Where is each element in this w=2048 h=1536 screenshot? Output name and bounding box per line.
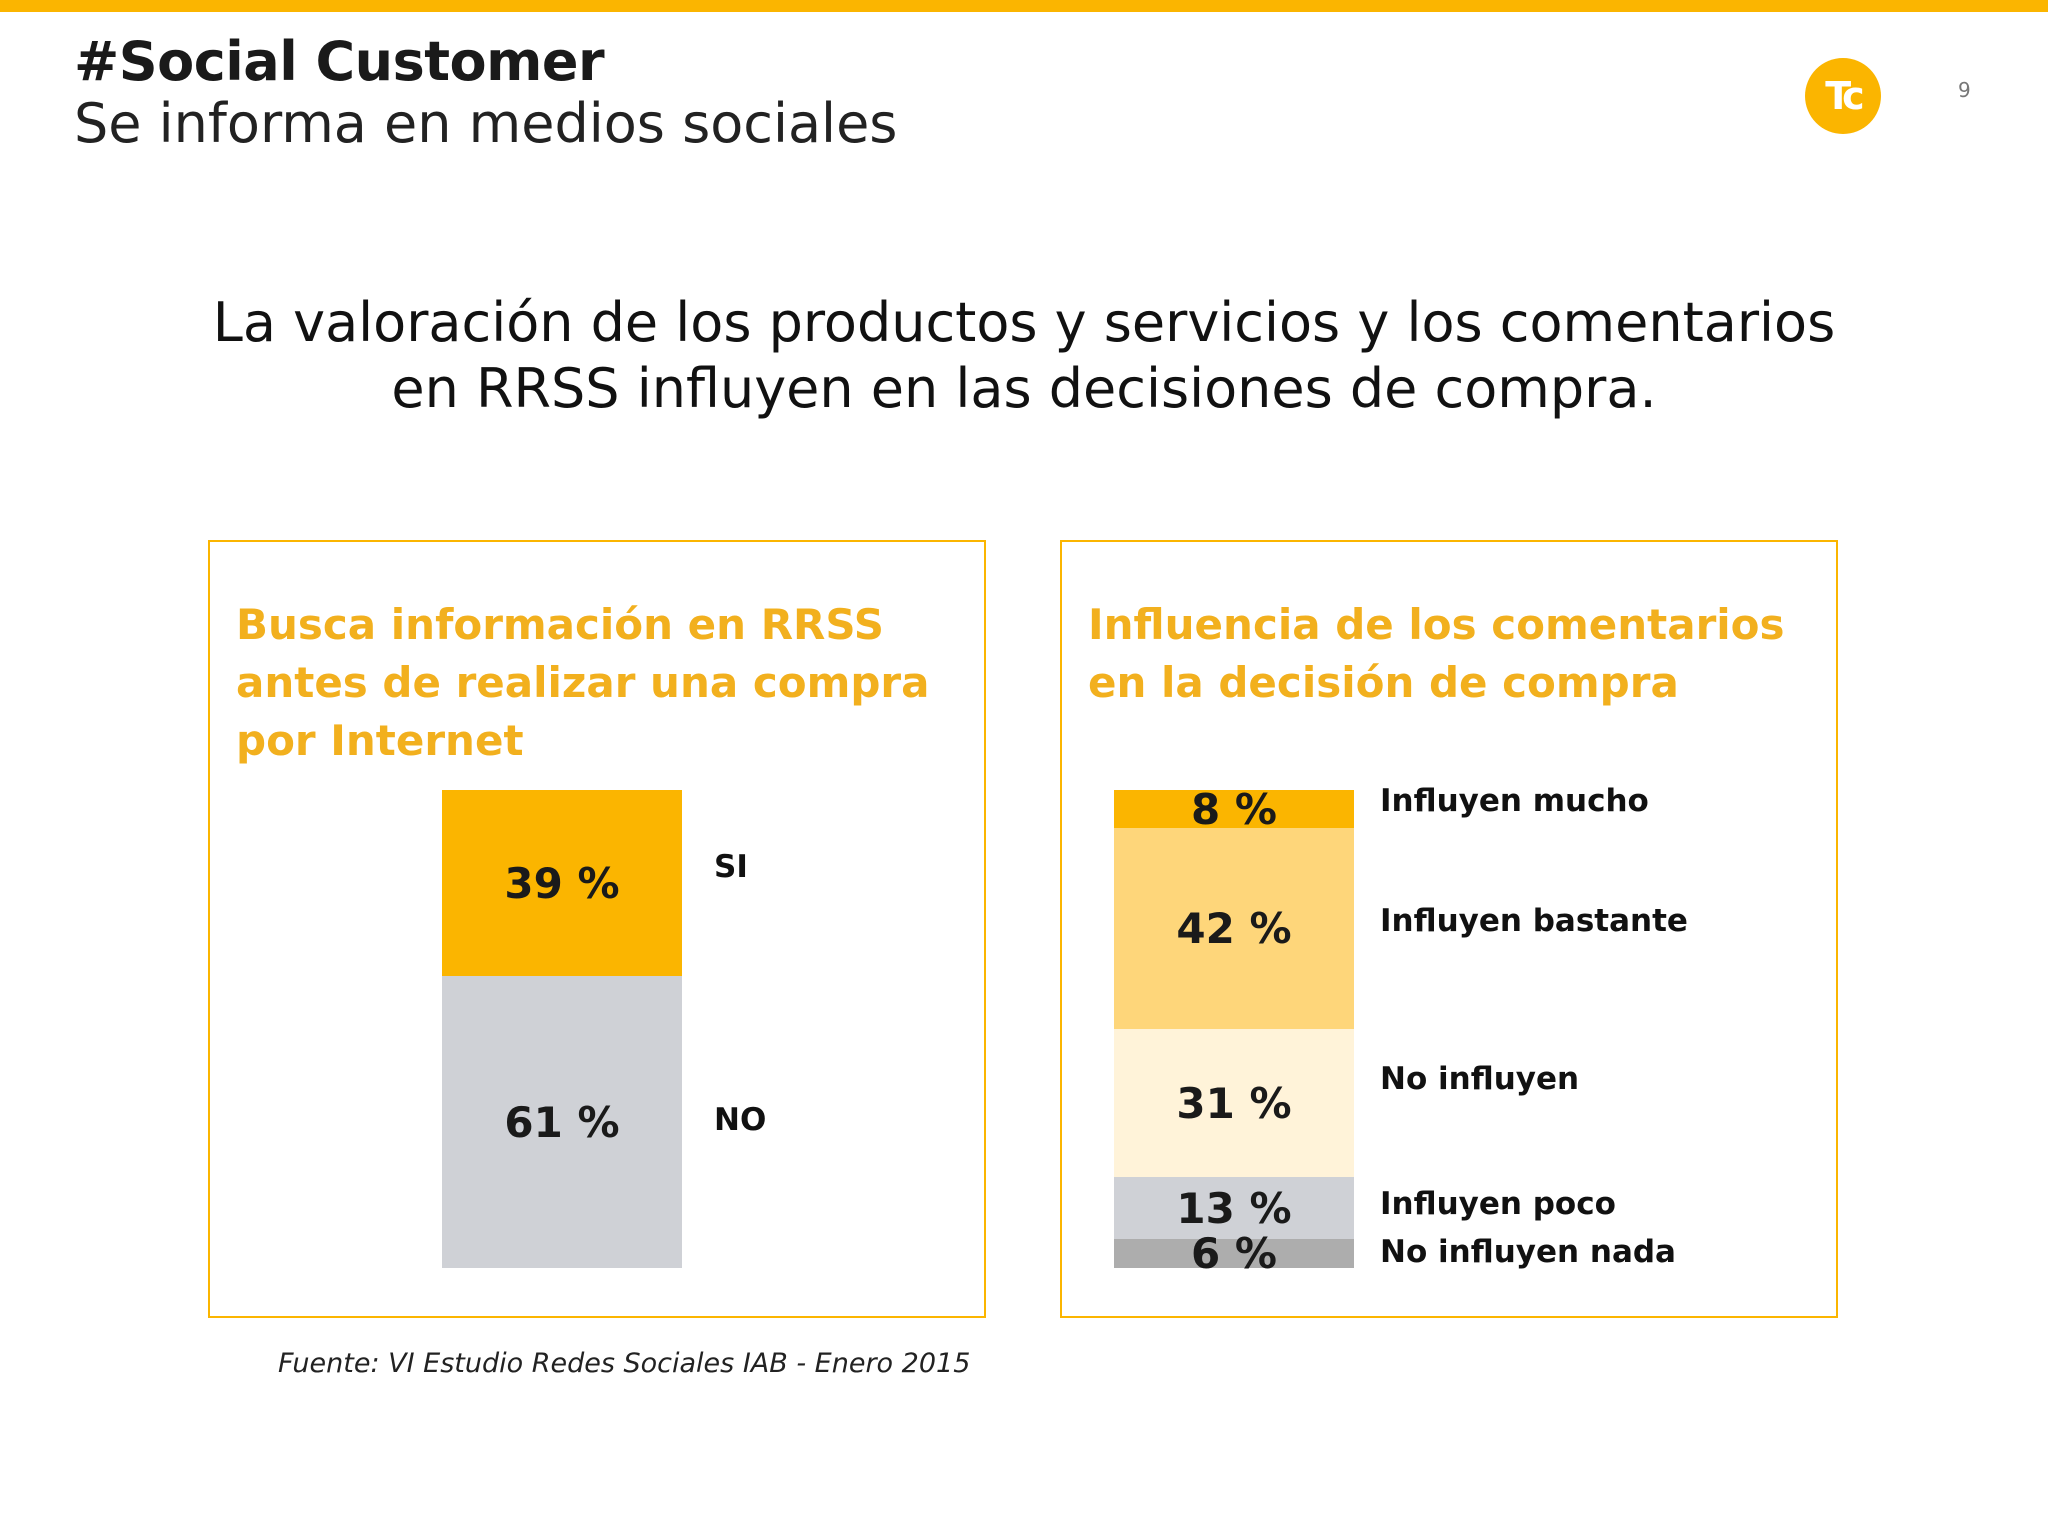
chart-title-influence: Influencia de los comentarios en la deci… (1088, 600, 1785, 707)
chart-panel-search: Busca información en RRSS antes de reali… (208, 540, 986, 1318)
bar-segment-influyen-bastante: 42 % (1114, 828, 1354, 1029)
bar-value-label: 39 % (504, 858, 620, 908)
bar-segment-no: 61 % (442, 976, 682, 1268)
chart-panel-influence: Influencia de los comentarios en la deci… (1060, 540, 1838, 1318)
bar-value-label: 61 % (504, 1097, 620, 1147)
page-title: #Social Customer (74, 30, 605, 93)
bar-value-label: 8 % (1191, 784, 1277, 834)
legend-label-influyen-poco: Influyen poco (1380, 1186, 1616, 1223)
page-number: 9 (1958, 78, 1971, 102)
bar-value-label: 42 % (1176, 904, 1292, 954)
headline-line-2: en RRSS influyen en las decisiones de co… (391, 357, 1657, 420)
page-subtitle: Se informa en medios sociales (74, 92, 898, 155)
bar-segment-no-influyen: 31 % (1114, 1029, 1354, 1178)
bar-segment-influyen-poco: 13 % (1114, 1177, 1354, 1240)
brand-logo: Tc (1805, 58, 1881, 134)
bar-value-label: 13 % (1176, 1183, 1292, 1233)
source-note: Fuente: VI Estudio Redes Sociales IAB - … (278, 1348, 971, 1379)
legend-label-no-influyen-nada: No influyen nada (1380, 1233, 1676, 1270)
headline-line-1: La valoración de los productos y servici… (212, 291, 1836, 354)
bar-value-label: 6 % (1191, 1229, 1277, 1279)
bar-segment-no-influyen-nada: 6 % (1114, 1229, 1354, 1278)
legend-label-influyen-bastante: Influyen bastante (1380, 902, 1688, 939)
bar-value-label: 31 % (1176, 1078, 1292, 1128)
top-accent-bar (0, 0, 2048, 12)
bar-segment-si: 39 % (442, 790, 682, 977)
legend-label-si: SI (714, 849, 748, 886)
chart-title-search: Busca información en RRSS antes de reali… (236, 600, 930, 765)
headline: La valoración de los productos y servici… (174, 290, 1874, 422)
legend-label-no: NO (714, 1102, 767, 1139)
legend-label-influyen-mucho: Influyen mucho (1380, 783, 1649, 820)
bar-segment-influyen-mucho: 8 % (1114, 785, 1354, 834)
legend-label-no-influyen: No influyen (1380, 1061, 1580, 1098)
